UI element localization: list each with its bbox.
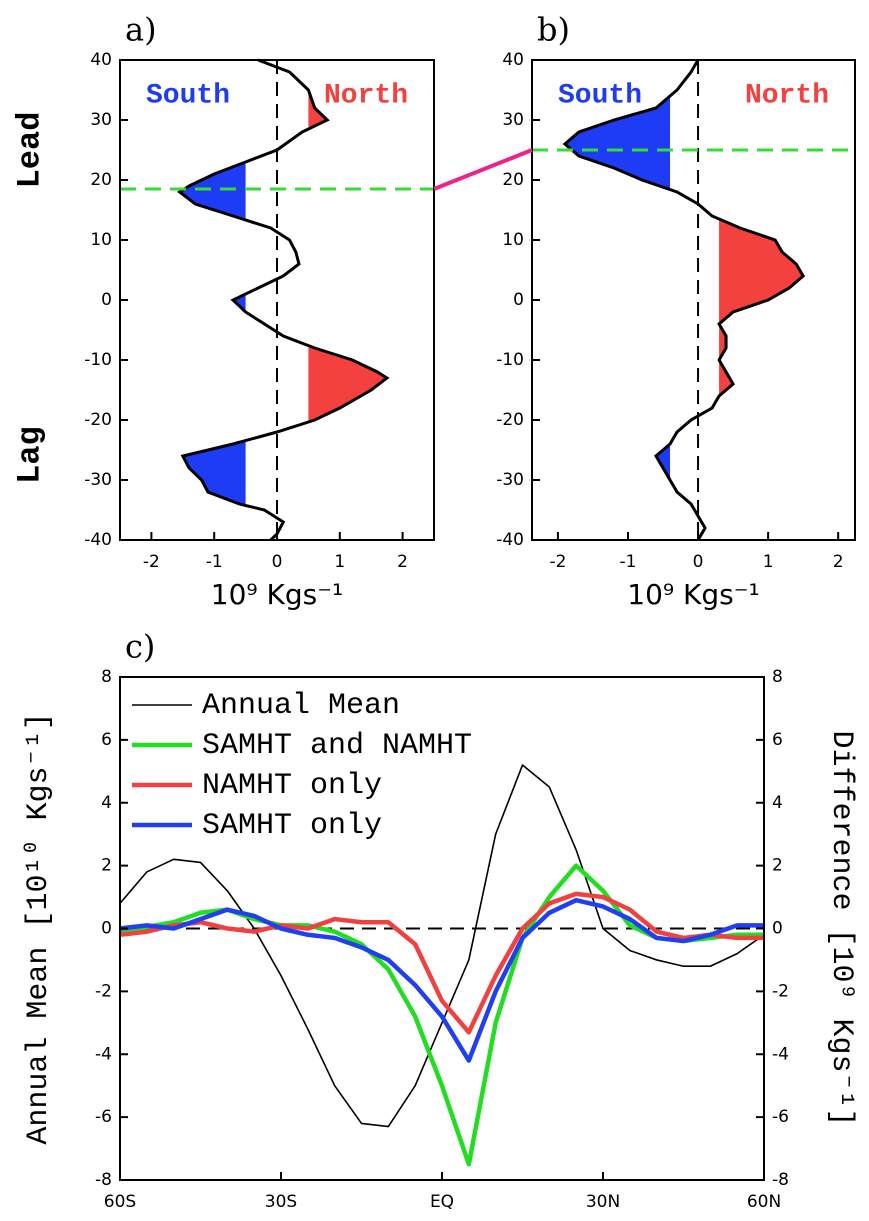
y-axis-label: Annual Mean [10¹⁰ Kgs⁻¹]: [22, 712, 56, 1144]
y-tick-label: -10: [496, 350, 524, 370]
y-tick-label: -30: [84, 470, 112, 490]
connector: [433, 148, 533, 191]
y-tick-label: 2: [101, 856, 112, 876]
x-tick-label: 0: [693, 552, 704, 572]
y-tick-label: 20: [502, 170, 524, 190]
y2-tick-label: -8: [772, 1170, 789, 1190]
shaded-region: [564, 96, 671, 190]
y2-tick-label: 8: [772, 667, 783, 687]
shaded-region: [179, 162, 246, 220]
y2-tick-label: 6: [772, 730, 783, 750]
y2-tick-label: -4: [772, 1044, 789, 1064]
region-label: North: [324, 80, 408, 111]
x-tick-label: 1: [334, 552, 345, 572]
y-tick-label: -2: [95, 981, 112, 1001]
y2-tick-label: 0: [772, 919, 783, 939]
x-tick-label: -2: [549, 552, 566, 572]
side-label: Lead: [11, 112, 48, 189]
y-tick-label: 10: [90, 230, 112, 250]
series-line: [119, 897, 764, 1063]
region-label: South: [146, 80, 230, 111]
x-tick-label: 2: [397, 552, 408, 572]
y-tick-label: -8: [95, 1170, 112, 1190]
panel-label: c): [125, 628, 155, 666]
series-line: [119, 764, 765, 1128]
x-axis-label: 10⁹ Kgs⁻¹: [211, 578, 343, 611]
x-tick-label: -2: [143, 552, 160, 572]
x-tick-label: EQ: [430, 1192, 454, 1212]
profile-line: [177, 58, 390, 542]
y-tick-label: -10: [84, 350, 112, 370]
y-tick-label: 30: [90, 110, 112, 130]
y-tick-label: 0: [101, 290, 112, 310]
y-tick-label: 40: [502, 50, 524, 70]
legend-label: Annual Mean: [202, 689, 400, 723]
y-tick-label: -6: [95, 1107, 112, 1127]
x-tick-label: -1: [206, 552, 223, 572]
plot-frame: [119, 676, 765, 1181]
x-tick-label: 0: [272, 552, 283, 572]
shaded-region: [719, 219, 804, 324]
x-tick-label: 60S: [104, 1192, 136, 1212]
panel-label: a): [125, 11, 157, 49]
x-tick-label: -1: [620, 552, 637, 572]
y-tick-label: 30: [502, 110, 524, 130]
panel-label: b): [537, 11, 570, 49]
legend-label: SAMHT and NAMHT: [202, 729, 472, 763]
x-tick-label: 60N: [747, 1192, 781, 1212]
y-tick-label: -20: [84, 410, 112, 430]
y-tick-label: -20: [496, 410, 524, 430]
x-tick-label: 1: [763, 552, 774, 572]
y2-tick-label: -2: [772, 981, 789, 1001]
shaded-region: [182, 440, 246, 506]
y-tick-label: -30: [496, 470, 524, 490]
x-axis-label: 10⁹ Kgs⁻¹: [627, 578, 759, 611]
plot-frame: [119, 59, 435, 541]
x-tick-label: 30S: [265, 1192, 297, 1212]
y-tick-label: 8: [101, 667, 112, 687]
y-tick-label: 20: [90, 170, 112, 190]
y-tick-label: 40: [90, 50, 112, 70]
legend-label: NAMHT only: [202, 769, 382, 803]
shaded-region: [308, 90, 328, 129]
x-tick-label: 30N: [586, 1192, 620, 1212]
y-tick-label: 4: [101, 793, 112, 813]
side-label: Lag: [11, 426, 48, 484]
y2-tick-label: -6: [772, 1107, 789, 1127]
shaded-region: [656, 444, 671, 480]
x-tick-label: 2: [833, 552, 844, 572]
y2-tick-label: 4: [772, 793, 783, 813]
y2-tick-label: 2: [772, 856, 783, 876]
y-tick-label: 0: [101, 919, 112, 939]
region-label: North: [745, 80, 829, 111]
series-line: [119, 891, 764, 1035]
y-tick-label: -40: [84, 530, 112, 550]
y-tick-label: -4: [95, 1044, 112, 1064]
region-label: South: [558, 80, 642, 111]
legend-label: SAMHT only: [202, 809, 382, 843]
y2-axis-label: Difference [10⁹ Kgs⁻¹]: [824, 730, 858, 1126]
plot-frame: [531, 59, 856, 541]
y-tick-label: -40: [496, 530, 524, 550]
y-tick-label: 6: [101, 730, 112, 750]
shaded-region: [308, 345, 387, 422]
y-tick-label: 0: [513, 290, 524, 310]
y-tick-label: 10: [502, 230, 524, 250]
